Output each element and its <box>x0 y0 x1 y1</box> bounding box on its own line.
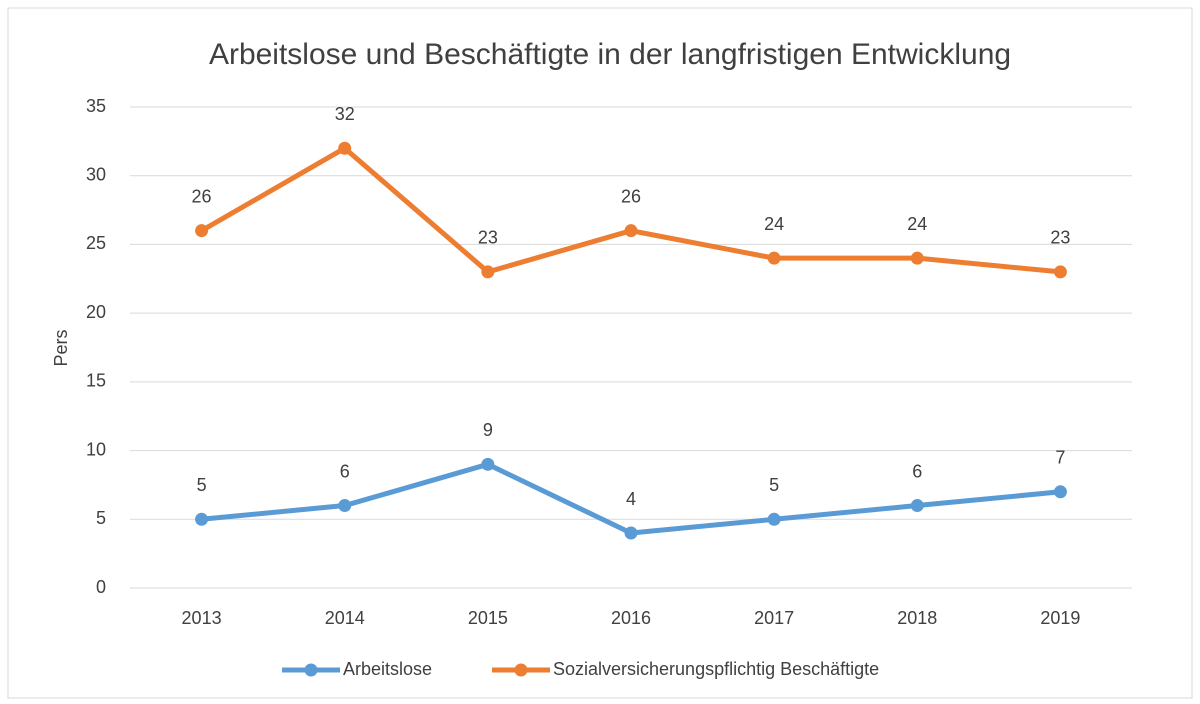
x-tick-label: 2016 <box>611 608 651 628</box>
data-point <box>910 251 924 265</box>
data-point <box>195 224 209 238</box>
y-axis-label: Pers <box>51 329 71 366</box>
x-tick-label: 2018 <box>897 608 937 628</box>
y-tick-label: 15 <box>86 371 106 391</box>
x-tick-label: 2019 <box>1040 608 1080 628</box>
data-label: 5 <box>197 475 207 495</box>
data-point <box>195 512 209 526</box>
data-label: 9 <box>483 420 493 440</box>
data-point <box>481 265 495 279</box>
data-label: 5 <box>769 475 779 495</box>
chart-frame <box>7 7 1193 699</box>
data-label: 7 <box>1055 448 1065 468</box>
y-tick-label: 20 <box>86 302 106 322</box>
chart-title: Arbeitslose und Beschäftigte in der lang… <box>209 38 1011 71</box>
data-label: 24 <box>907 214 927 234</box>
data-label: 6 <box>340 461 350 481</box>
y-tick-label: 5 <box>96 508 106 528</box>
data-point <box>481 457 495 471</box>
y-tick-label: 30 <box>86 164 106 184</box>
legend-marker <box>304 663 318 677</box>
data-point <box>338 141 352 155</box>
data-label: 24 <box>764 214 784 234</box>
legend-label: Sozialversicherungspflichtig Beschäftigt… <box>553 659 879 679</box>
data-point <box>767 251 781 265</box>
x-tick-label: 2015 <box>468 608 508 628</box>
data-point <box>624 526 638 540</box>
data-label: 23 <box>1050 228 1070 248</box>
y-tick-label: 0 <box>96 577 106 597</box>
data-point <box>1053 265 1067 279</box>
data-label: 26 <box>192 186 212 206</box>
y-tick-label: 25 <box>86 233 106 253</box>
x-tick-label: 2014 <box>325 608 365 628</box>
y-tick-label: 10 <box>86 439 106 459</box>
x-tick-label: 2017 <box>754 608 794 628</box>
data-label: 32 <box>335 104 355 124</box>
data-label: 23 <box>478 228 498 248</box>
x-tick-label: 2013 <box>182 608 222 628</box>
data-point <box>910 499 924 513</box>
data-point <box>1053 485 1067 499</box>
y-tick-label: 35 <box>86 96 106 116</box>
data-point <box>338 499 352 513</box>
legend-marker <box>514 663 528 677</box>
legend-label: Arbeitslose <box>343 659 432 679</box>
data-label: 26 <box>621 186 641 206</box>
data-label: 6 <box>912 461 922 481</box>
data-point <box>624 224 638 238</box>
data-point <box>767 512 781 526</box>
data-label: 4 <box>626 489 636 509</box>
